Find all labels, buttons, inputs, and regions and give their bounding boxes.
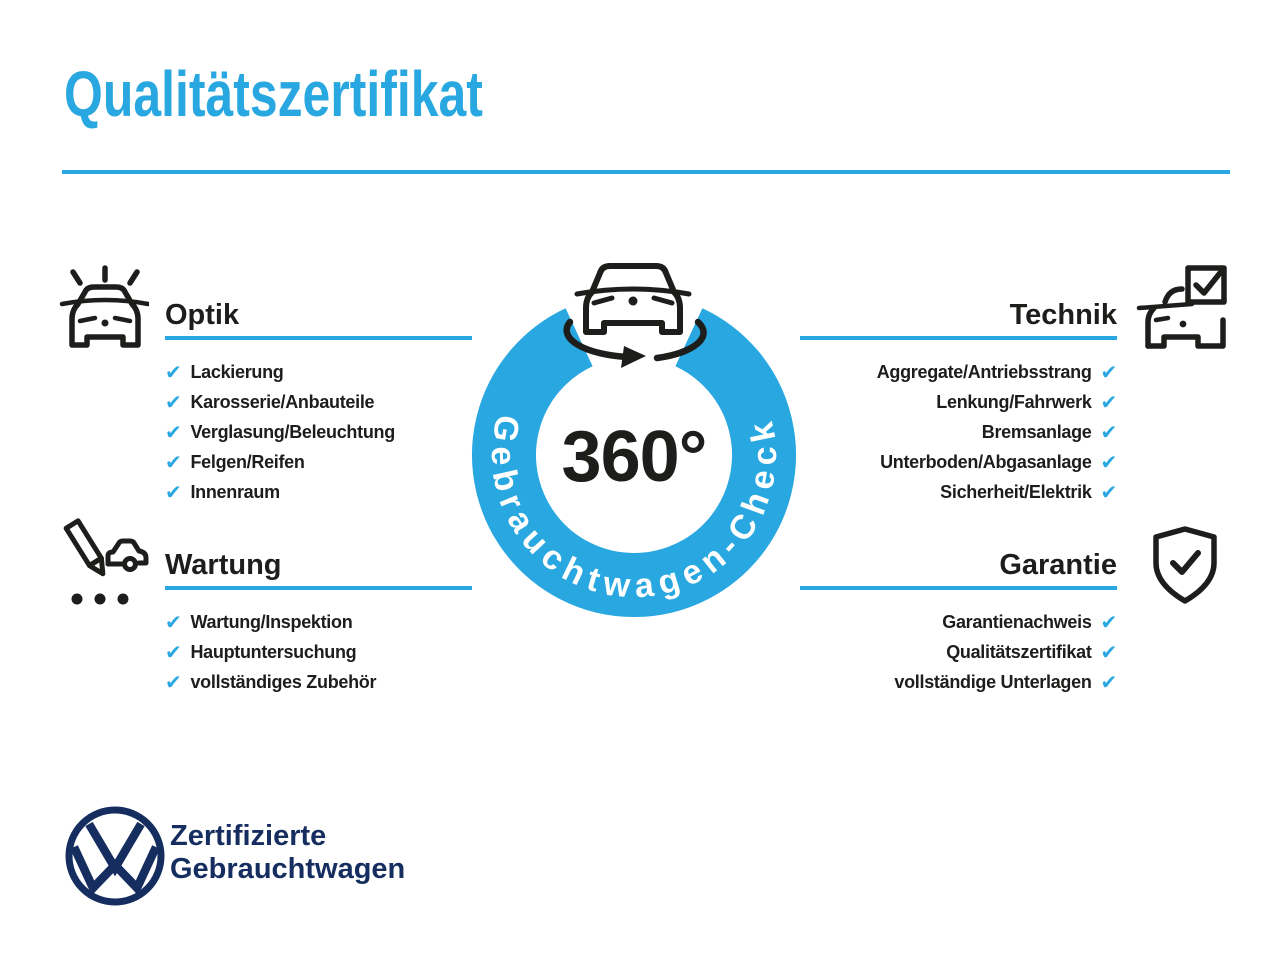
check-icon: ✔ [165,360,182,384]
check-icon: ✔ [1100,640,1118,664]
page-title: Qualitätszertifikat [64,58,483,130]
check-icon: ✔ [165,390,182,414]
check-icon: ✔ [165,480,182,504]
check-icon: ✔ [1100,480,1118,504]
checklist-item-label: vollständige Unterlagen [894,671,1092,692]
section-technik: Technik Aggregate/Antriebsstrang ✔ Lenkun… [800,294,1117,507]
checklist-item-label: Felgen/Reifen [190,451,305,472]
checklist-item: ✔ Innenraum [165,477,472,507]
checklist-item-label: Qualitätszertifikat [946,641,1092,662]
section-divider [800,336,1117,340]
section-divider [165,586,472,590]
check-icon: ✔ [1100,450,1118,474]
car-checkbox-icon [1136,265,1227,349]
section-garantie: Garantie Garantienachweis ✔ Qualitätszert… [800,544,1117,697]
checklist-item: Garantienachweis ✔ [800,607,1117,637]
checklist-item-label: vollständiges Zubehör [190,671,377,692]
footer-line1: Zertifizierte [170,820,327,852]
check-icon: ✔ [1100,670,1118,694]
badge-360-check: Gebrauchtwagen-Check 360° [472,263,796,617]
checklist-item-label: Lenkung/Fahrwerk [936,391,1092,412]
checklist-item: Bremsanlage ✔ [800,417,1118,447]
checklist-item-label: Verglasung/Beleuchtung [190,421,395,442]
checklist-item: ✔ Lackierung [165,357,472,387]
checklist-item: ✔ Hauptuntersuchung [165,637,472,667]
check-icon: ✔ [165,610,182,634]
checklist-item-label: Lackierung [190,361,284,382]
section-divider [800,586,1117,590]
footer-line2: Gebrauchtwagen [170,853,406,885]
checklist-optik: ✔ Lackierung ✔ Karosserie/Anbauteile ✔ Verg… [165,357,472,507]
pencil-car-checklist-icon [63,518,149,605]
checklist-technik: Aggregate/Antriebsstrang ✔ Lenkung/Fahrwe… [800,357,1118,507]
footer-brand-text: Zertifizierte Gebrauchtwagen [170,820,405,886]
checklist-item: vollständige Unterlagen ✔ [800,667,1117,697]
checklist-item: Qualitätszertifikat ✔ [800,637,1117,667]
section-heading-garantie: Garantie [999,549,1117,581]
checklist-item: ✔ Verglasung/Beleuchtung [165,417,472,447]
degree-label: 360° [562,417,707,497]
checklist-item-label: Sicherheit/Elektrik [940,481,1092,502]
vw-logo-icon [65,806,165,906]
checklist-item-label: Aggregate/Antriebsstrang [876,361,1092,382]
checklist-item: Unterboden/Abgasanlage ✔ [800,447,1117,477]
check-icon: ✔ [165,450,182,474]
checklist-item-label: Innenraum [190,481,280,502]
section-heading-optik: Optik [165,299,240,331]
check-icon: ✔ [1100,390,1118,414]
section-optik: Optik ✔ Lackierung ✔ Karosserie/Anbauteile… [165,294,472,507]
car-shine-icon [59,265,149,348]
checklist-item: Lenkung/Fahrwerk ✔ [800,387,1117,417]
check-icon: ✔ [165,420,182,444]
checklist-item-label: Hauptuntersuchung [190,641,357,662]
shield-check-icon [1153,526,1217,604]
section-divider [165,336,472,340]
checklist-item: ✔ Wartung/Inspektion [165,607,472,637]
checklist-item-label: Garantienachweis [942,611,1092,632]
checklist-item: ✔ Felgen/Reifen [165,447,472,477]
header-divider [62,170,1230,174]
section-wartung: Wartung ✔ Wartung/Inspektion ✔ Hauptunters… [165,544,472,697]
checklist-item: Sicherheit/Elektrik ✔ [800,477,1117,507]
checklist-item: ✔ vollständiges Zubehör [165,667,472,697]
section-heading-technik: Technik [1009,299,1117,331]
checklist-item-label: Unterboden/Abgasanlage [880,451,1092,472]
check-icon: ✔ [165,640,182,664]
checklist-item: ✔ Karosserie/Anbauteile [165,387,472,417]
car-360-rotation-icon [563,263,707,368]
check-icon: ✔ [1100,610,1118,634]
checklist-garantie: Garantienachweis ✔ Qualitätszertifikat ✔ v… [800,607,1117,697]
checklist-item: Aggregate/Antriebsstrang ✔ [800,357,1118,387]
check-icon: ✔ [1100,360,1118,384]
check-icon: ✔ [1100,420,1118,444]
ring-arc [472,308,796,617]
checklist-item-label: Bremsanlage [981,421,1092,442]
section-heading-wartung: Wartung [165,549,282,581]
checklist-item-label: Wartung/Inspektion [190,611,353,632]
checklist-wartung: ✔ Wartung/Inspektion ✔ Hauptuntersuchung ✔… [165,607,472,697]
check-icon: ✔ [165,670,182,694]
checklist-item-label: Karosserie/Anbauteile [190,391,375,412]
